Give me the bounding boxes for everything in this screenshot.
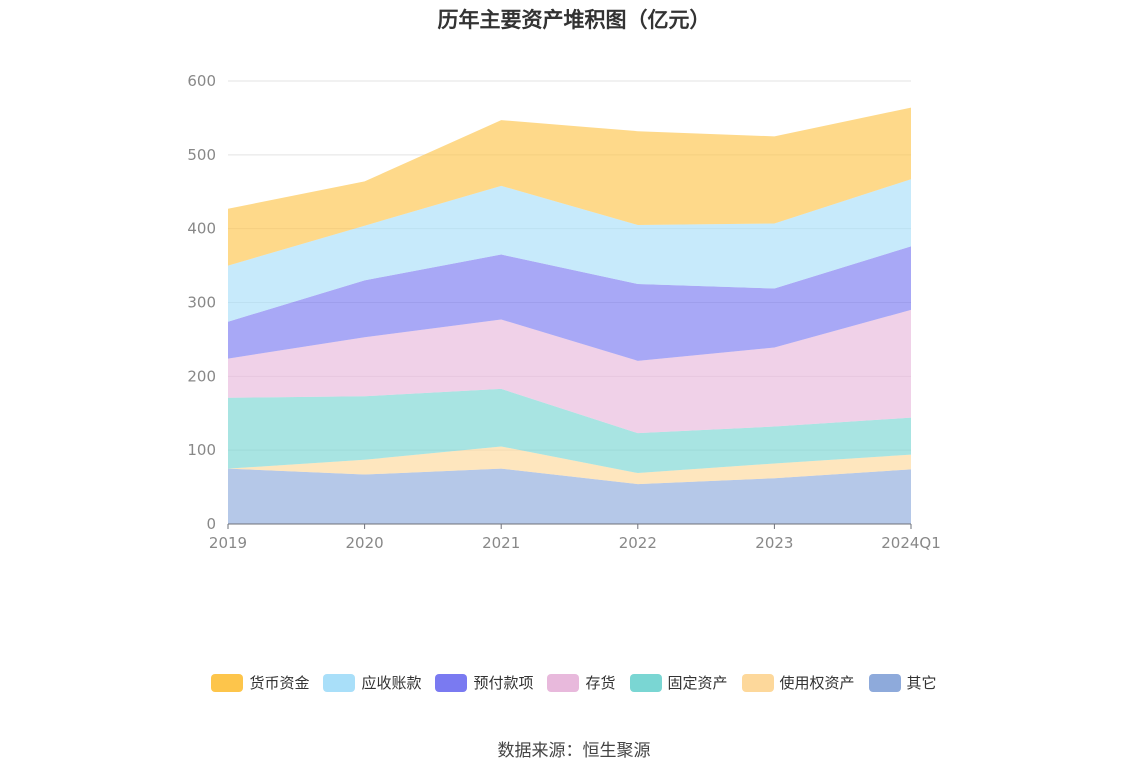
legend: 货币资金 应收账款 预付款项 存货 固定资产 使用权资产 其它 xyxy=(0,672,1148,693)
y-tick-label: 500 xyxy=(187,146,216,164)
legend-item[interactable]: 使用权资产 xyxy=(741,672,855,693)
legend-item[interactable]: 应收账款 xyxy=(323,672,421,693)
legend-swatch xyxy=(629,673,662,692)
legend-item[interactable]: 货币资金 xyxy=(211,672,309,693)
legend-label: 存货 xyxy=(585,674,616,692)
legend-swatch xyxy=(868,673,901,692)
area-series xyxy=(228,246,911,361)
y-tick-label: 100 xyxy=(187,441,216,459)
legend-label: 预付款项 xyxy=(473,674,534,692)
legend-swatch xyxy=(323,673,356,692)
area-series xyxy=(228,446,911,485)
area-series xyxy=(228,107,911,266)
area-series xyxy=(228,388,911,474)
legend-item[interactable]: 存货 xyxy=(547,672,616,693)
legend-swatch xyxy=(435,673,468,692)
legend-swatch xyxy=(547,673,580,692)
x-tick-label: 2019 xyxy=(209,534,247,552)
area-series xyxy=(228,468,911,524)
y-tick-label: 0 xyxy=(206,515,216,533)
legend-label: 其它 xyxy=(906,674,937,692)
stacked-area-chart: 0 100 200 300 400 500 600 2019 2020 2021 2022 2023 2… xyxy=(187,72,941,552)
x-tick-label: 2020 xyxy=(346,534,384,552)
source-text: 数据来源：恒生聚源 xyxy=(497,741,651,761)
chart-title: 历年主要资产堆积图（亿元） xyxy=(437,8,711,32)
legend-label: 应收账款 xyxy=(361,674,422,692)
y-tick-label: 400 xyxy=(187,220,216,238)
y-tick-label: 300 xyxy=(187,294,216,312)
x-tick-label: 2021 xyxy=(482,534,520,552)
area-series xyxy=(228,179,911,322)
x-tick-label: 2023 xyxy=(755,534,793,552)
legend-swatch xyxy=(741,673,774,692)
x-tick-label: 2024Q1 xyxy=(881,534,941,552)
y-tick-label: 600 xyxy=(187,72,216,90)
legend-label: 使用权资产 xyxy=(779,674,855,692)
x-tick-label: 2022 xyxy=(619,534,657,552)
y-tick-label: 200 xyxy=(187,367,216,385)
area-series xyxy=(228,309,911,434)
legend-label: 货币资金 xyxy=(249,674,310,692)
legend-swatch xyxy=(211,673,244,692)
legend-item[interactable]: 固定资产 xyxy=(629,672,728,693)
legend-item[interactable]: 其它 xyxy=(868,672,937,693)
legend-label: 固定资产 xyxy=(667,674,728,692)
legend-item[interactable]: 预付款项 xyxy=(435,672,533,693)
